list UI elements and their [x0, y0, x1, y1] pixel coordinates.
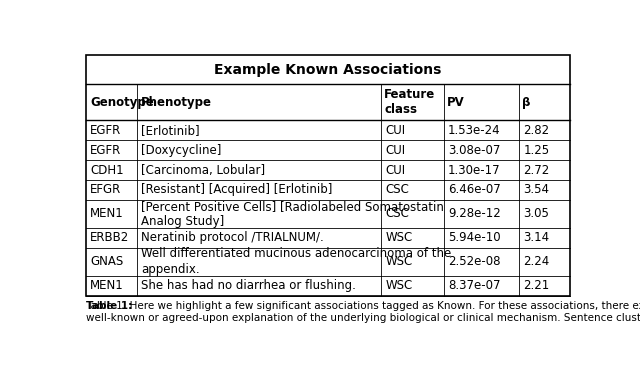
Text: 8.37e-07: 8.37e-07: [448, 279, 500, 292]
Text: MEN1: MEN1: [90, 207, 124, 220]
Text: Neratinib protocol /TRIALNUM/.: Neratinib protocol /TRIALNUM/.: [141, 231, 323, 244]
Text: WSC: WSC: [385, 255, 412, 268]
Text: 1.30e-17: 1.30e-17: [448, 164, 500, 177]
Text: 2.72: 2.72: [523, 164, 549, 177]
Text: 6.46e-07: 6.46e-07: [448, 183, 501, 196]
Text: GNAS: GNAS: [90, 255, 123, 268]
Text: Example Known Associations: Example Known Associations: [214, 63, 442, 77]
Text: Feature
class: Feature class: [384, 88, 435, 116]
Text: 3.05: 3.05: [523, 207, 549, 220]
Text: 3.54: 3.54: [523, 183, 549, 196]
Text: PV: PV: [447, 96, 465, 109]
Text: [Percent Positive Cells] [Radiolabeled Somatostatin
Analog Study]: [Percent Positive Cells] [Radiolabeled S…: [141, 200, 444, 228]
Text: 5.94e-10: 5.94e-10: [448, 231, 500, 244]
Text: [Doxycycline]: [Doxycycline]: [141, 144, 221, 157]
Text: Table 1:: Table 1:: [86, 301, 132, 311]
Bar: [86, 55, 570, 296]
Text: CSC: CSC: [385, 183, 409, 196]
Text: [Resistant] [Acquired] [Erlotinib]: [Resistant] [Acquired] [Erlotinib]: [141, 183, 332, 196]
Text: Table 1: Here we highlight a few significant associations tagged as Known. For t: Table 1: Here we highlight a few signifi…: [86, 301, 640, 323]
Text: She has had no diarrhea or flushing.: She has had no diarrhea or flushing.: [141, 279, 356, 292]
Text: 1.25: 1.25: [523, 144, 549, 157]
Text: ERBB2: ERBB2: [90, 231, 129, 244]
Text: CSC: CSC: [385, 207, 409, 220]
Text: 3.08e-07: 3.08e-07: [448, 144, 500, 157]
Text: 2.24: 2.24: [523, 255, 549, 268]
Text: Genotype: Genotype: [90, 96, 154, 109]
Text: 2.21: 2.21: [523, 279, 549, 292]
Text: 9.28e-12: 9.28e-12: [448, 207, 501, 220]
Text: CUI: CUI: [385, 164, 405, 177]
Text: EGFR: EGFR: [90, 124, 121, 137]
Text: EFGR: EFGR: [90, 183, 121, 196]
Text: CDH1: CDH1: [90, 164, 124, 177]
Text: CUI: CUI: [385, 124, 405, 137]
Text: WSC: WSC: [385, 231, 412, 244]
Text: Well differentiated mucinous adenocarcinoma of the
appendix.: Well differentiated mucinous adenocarcin…: [141, 247, 451, 276]
Text: WSC: WSC: [385, 279, 412, 292]
Text: MEN1: MEN1: [90, 279, 124, 292]
Text: 3.14: 3.14: [523, 231, 549, 244]
Text: Phenotype: Phenotype: [141, 96, 212, 109]
Text: 1.53e-24: 1.53e-24: [448, 124, 500, 137]
Text: [Erlotinib]: [Erlotinib]: [141, 124, 200, 137]
Text: β: β: [522, 96, 531, 109]
Text: 2.82: 2.82: [523, 124, 549, 137]
Text: [Carcinoma, Lobular]: [Carcinoma, Lobular]: [141, 164, 265, 177]
Text: 2.52e-08: 2.52e-08: [448, 255, 500, 268]
Text: EGFR: EGFR: [90, 144, 121, 157]
Text: CUI: CUI: [385, 144, 405, 157]
